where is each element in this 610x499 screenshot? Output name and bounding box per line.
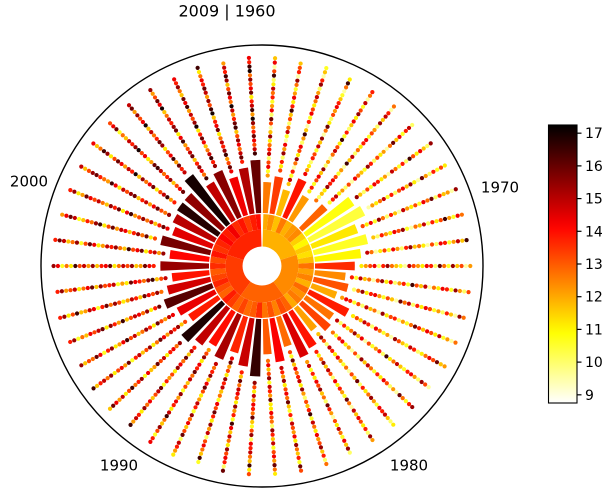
chart-title: 2009 | 1960 bbox=[178, 1, 276, 21]
colorbar-tick-label: 12 bbox=[585, 290, 603, 306]
angle-label-1970: 1970 bbox=[480, 178, 520, 197]
colorbar-gradient bbox=[547, 124, 578, 404]
colorbar-tick-label: 14 bbox=[585, 224, 603, 240]
angle-label-2000: 2000 bbox=[9, 172, 49, 191]
colorbar-tick-label: 10 bbox=[585, 355, 603, 371]
colorbar: 9 10 11 12 13 14 15 16 17 bbox=[547, 124, 603, 404]
angle-label-1990: 1990 bbox=[99, 456, 139, 475]
colorbar-tick-label: 16 bbox=[585, 159, 603, 175]
outer-boundary-circle bbox=[40, 44, 484, 488]
year-bar-ring bbox=[160, 159, 369, 377]
angle-label-1980: 1980 bbox=[389, 456, 429, 475]
colorbar-tick-label: 17 bbox=[585, 126, 603, 142]
year-stripe-ring bbox=[210, 214, 314, 318]
colorbar-tick-label: 9 bbox=[585, 388, 594, 404]
decade-wedge-ring bbox=[225, 229, 299, 303]
dot-rays bbox=[51, 55, 473, 477]
colorbar-tick-label: 13 bbox=[585, 257, 603, 273]
colorbar-tick-label: 15 bbox=[585, 192, 603, 208]
colorbar-tick-label: 11 bbox=[585, 322, 603, 338]
